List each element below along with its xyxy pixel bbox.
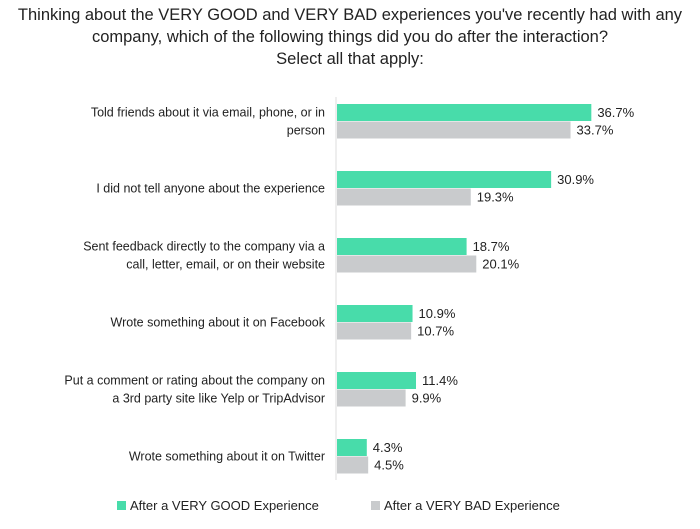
data-label: 33.7% — [577, 123, 614, 138]
category-label: I did not tell anyone about the experien… — [96, 182, 325, 196]
bar-good — [337, 439, 367, 456]
category-label: call, letter, email, or on their website — [126, 258, 325, 272]
bar-good — [337, 238, 467, 255]
category-label: Wrote something about it on Facebook — [111, 316, 326, 330]
data-label: 18.7% — [473, 239, 510, 254]
title-line-2: company, which of the following things d… — [91, 28, 609, 46]
bar-good — [337, 104, 592, 121]
category-label: person — [287, 124, 325, 138]
legend-label-good: After a VERY GOOD Experience — [130, 498, 319, 513]
category-label: Told friends about it via email, phone, … — [91, 106, 325, 120]
category-label: Put a comment or rating about the compan… — [64, 374, 325, 388]
legend-item-bad: After a VERY BAD Experience — [371, 498, 560, 513]
data-label: 19.3% — [477, 190, 514, 205]
bar-good — [337, 372, 417, 389]
legend-label-bad: After a VERY BAD Experience — [384, 498, 560, 513]
bar-bad — [337, 389, 406, 407]
bar-bad — [337, 121, 571, 139]
chart-title: Thinking about the VERY GOOD and VERY BA… — [0, 4, 700, 70]
data-label: 36.7% — [597, 105, 634, 120]
category-label: a 3rd party site like Yelp or TripAdviso… — [112, 392, 325, 406]
bar-bad — [337, 456, 369, 474]
bar-bad — [337, 255, 477, 273]
data-label: 10.7% — [417, 324, 454, 339]
data-label: 30.9% — [557, 172, 594, 187]
bar-good — [337, 305, 413, 322]
category-label: Sent feedback directly to the company vi… — [83, 240, 325, 254]
title-line-1: Thinking about the VERY GOOD and VERY BA… — [17, 6, 683, 24]
data-label: 20.1% — [482, 257, 519, 272]
data-label: 11.4% — [422, 373, 458, 388]
data-label: 4.3% — [373, 440, 403, 455]
legend-swatch-good — [117, 501, 126, 510]
data-label: 4.5% — [374, 458, 404, 473]
title-line-3: Select all that apply: — [276, 50, 424, 68]
legend-swatch-bad — [371, 501, 380, 510]
category-label: Wrote something about it on Twitter — [129, 450, 325, 464]
legend-item-good: After a VERY GOOD Experience — [117, 498, 319, 513]
bar-bad — [337, 322, 412, 340]
data-label: 10.9% — [419, 306, 456, 321]
data-label: 9.9% — [412, 391, 442, 406]
bar-bad — [337, 188, 471, 206]
bar-good — [337, 171, 552, 188]
